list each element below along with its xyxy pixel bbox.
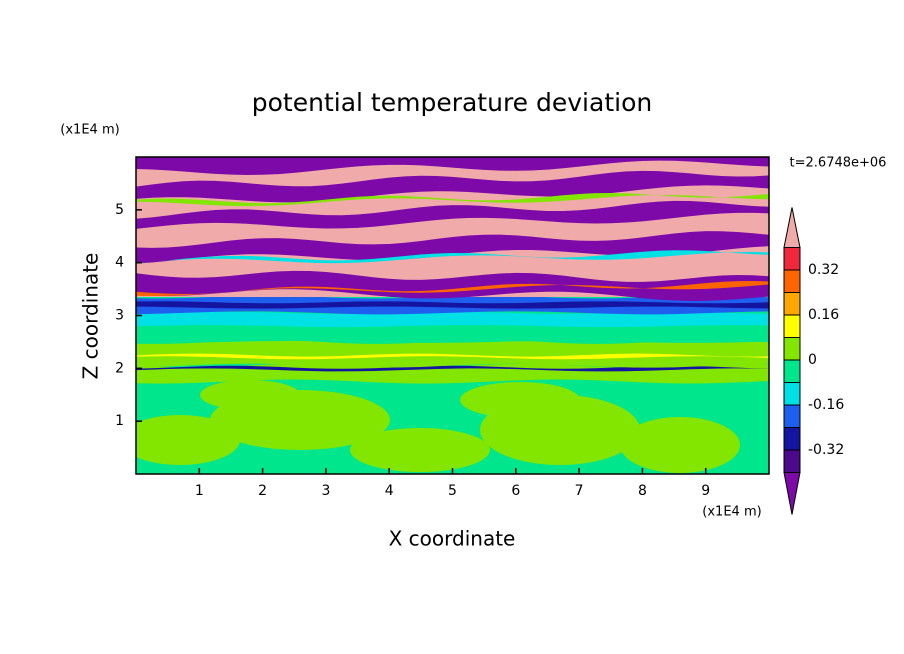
colorbar: -0.32 -0.16 0 0.16 0.32 (783, 207, 844, 515)
contour-band (136, 157, 769, 175)
x-tick-label: 1 (195, 483, 204, 499)
y-unit: (x1E4 m) (60, 123, 119, 138)
contour-band (136, 200, 769, 229)
contour-band (136, 311, 769, 328)
x-tick-label: 5 (448, 483, 457, 499)
colorbar-label: -0.16 (808, 397, 844, 413)
x-tick-label: 3 (321, 483, 330, 499)
x-tick-label: 6 (511, 483, 520, 499)
x-tick-label: 7 (575, 483, 584, 499)
colorbar-triangle (783, 207, 801, 248)
contour-band (136, 250, 769, 264)
contour-band (136, 339, 769, 368)
colorbar-label: 0 (808, 352, 817, 368)
axes: 1 2 3 4 5 6 7 8 9 1 2 3 4 5 (115, 156, 770, 499)
x-unit: (x1E4 m) (702, 505, 761, 520)
colorbar-box (783, 449, 801, 473)
colorbar-box (783, 314, 801, 338)
contour-band (136, 325, 769, 343)
contour-blob (620, 417, 740, 473)
colorbar-label: 0.32 (808, 262, 839, 278)
contour-band (136, 301, 769, 309)
y-tick-label: 3 (115, 308, 124, 324)
colorbar-box (783, 382, 801, 406)
x-axis-title: X coordinate (389, 527, 516, 551)
contour-band (136, 353, 769, 360)
chart-title: potential temperature deviation (252, 88, 652, 117)
contour-band (136, 365, 769, 372)
x-tick-label: 4 (385, 483, 394, 499)
y-tick-label: 4 (115, 255, 124, 271)
x-tick-label: 2 (258, 483, 267, 499)
contour-blob (350, 428, 490, 472)
contour-band (136, 170, 769, 203)
colorbar-box (783, 359, 801, 383)
contour-blob (460, 382, 580, 418)
colorbar-triangle (783, 472, 801, 515)
x-tick-label: 8 (638, 483, 647, 499)
colorbar-box (783, 337, 801, 361)
y-tick-label: 2 (115, 360, 124, 376)
colorbar-label: 0.16 (808, 307, 839, 323)
y-tick-label: 1 (115, 413, 124, 429)
time-label: t=2.6748e+06 (790, 156, 887, 171)
x-tick-label: 9 (701, 483, 710, 499)
contour-field (136, 157, 769, 474)
colorbar-box (783, 269, 801, 293)
colorbar-label: -0.32 (808, 442, 844, 458)
colorbar-box (783, 404, 801, 428)
y-tick-label: 5 (115, 202, 124, 218)
colorbar-box (783, 427, 801, 451)
colorbar-box (783, 292, 801, 316)
contour-blob (200, 380, 300, 410)
y-axis-title: Z coordinate (79, 253, 103, 380)
colorbar-box (783, 247, 801, 271)
contour-band (136, 270, 769, 301)
contour-band (136, 231, 769, 264)
contour-band (136, 192, 769, 207)
